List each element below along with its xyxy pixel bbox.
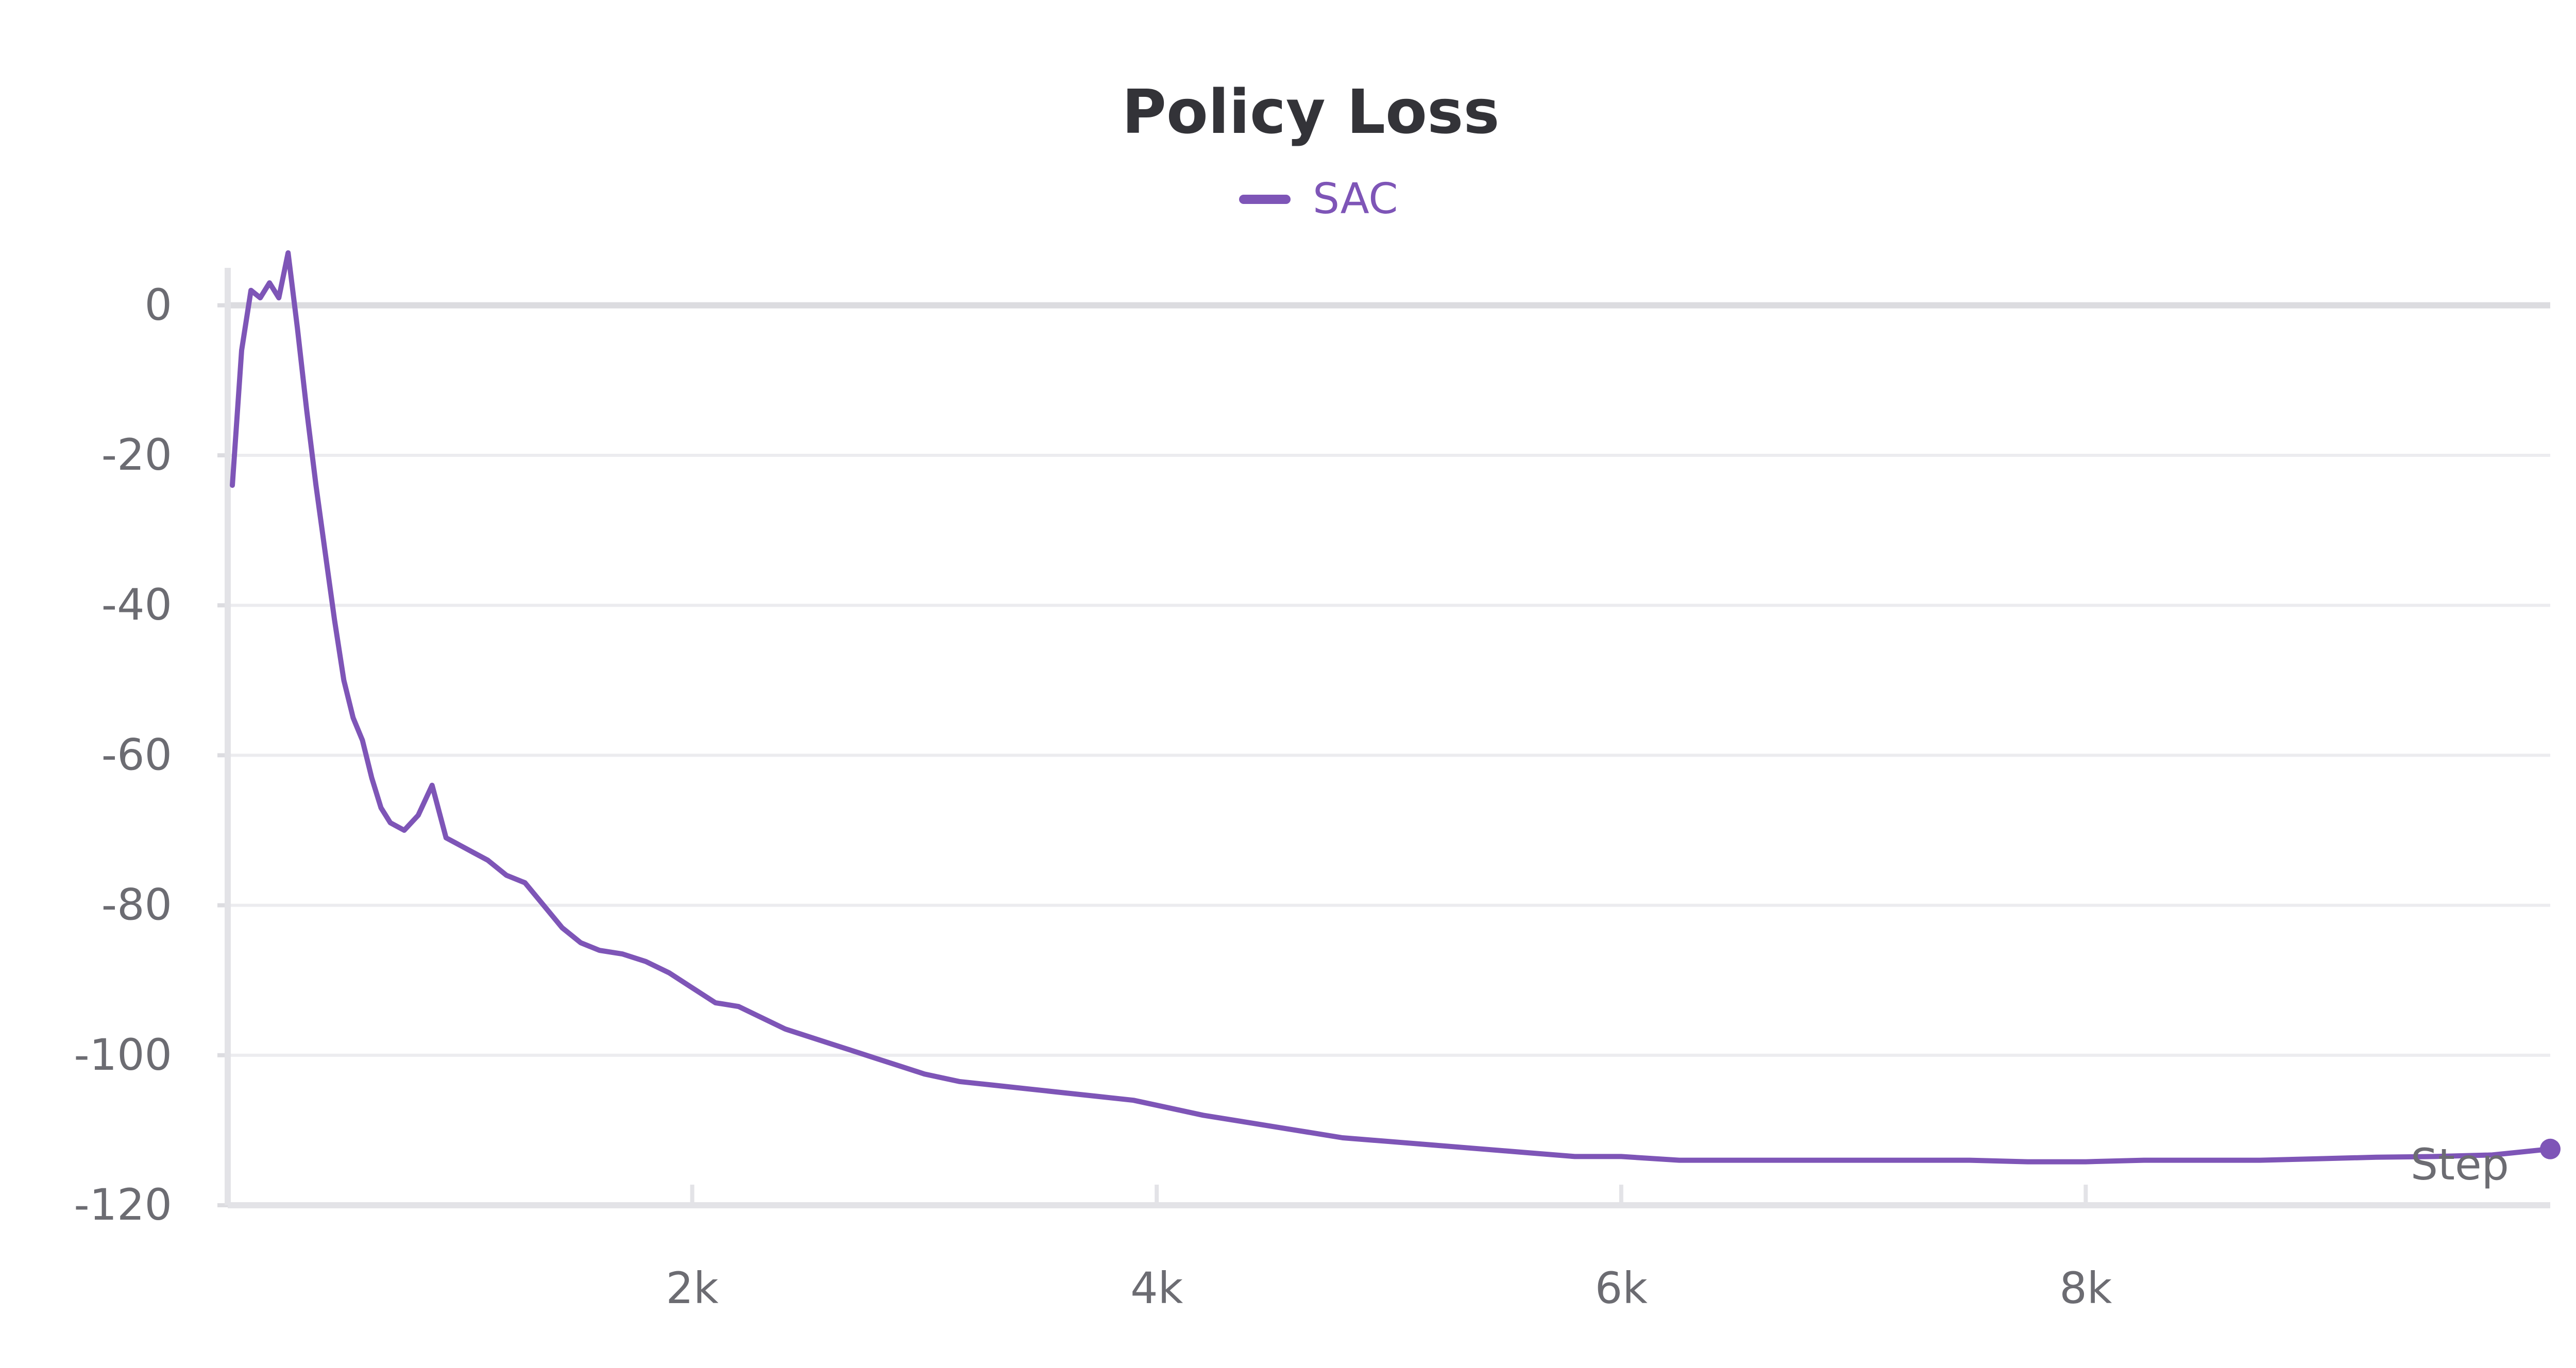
y-tick-label: -40 — [101, 579, 172, 630]
y-tick-label: -80 — [101, 880, 172, 930]
chart-title: Policy Loss — [1122, 76, 1499, 147]
series-end-point — [2540, 1138, 2561, 1159]
legend: SAC — [1239, 175, 1398, 224]
legend-label-sac: SAC — [1313, 175, 1398, 224]
labels-layer: 0 -20 -40 -60 -80 -100 -120 2k 4k 6k 8k — [74, 280, 2112, 1313]
y-tick-label: -60 — [101, 729, 172, 780]
grid-layer — [228, 302, 2550, 1207]
series-line-sac — [230, 250, 2553, 1165]
y-tick-label: -120 — [74, 1179, 172, 1230]
y-tick-label: -100 — [74, 1030, 172, 1080]
series-layer — [230, 250, 2561, 1165]
x-tick-label: 8k — [2059, 1263, 2112, 1313]
axes-layer — [217, 268, 2550, 1208]
y-tick-label: 0 — [145, 280, 172, 330]
y-tick-label: -20 — [101, 430, 172, 480]
x-tick-label: 2k — [666, 1263, 719, 1313]
x-axis-label: Step — [2411, 1139, 2509, 1190]
x-tick-label: 4k — [1130, 1263, 1183, 1313]
x-tick-label: 6k — [1595, 1263, 1648, 1313]
